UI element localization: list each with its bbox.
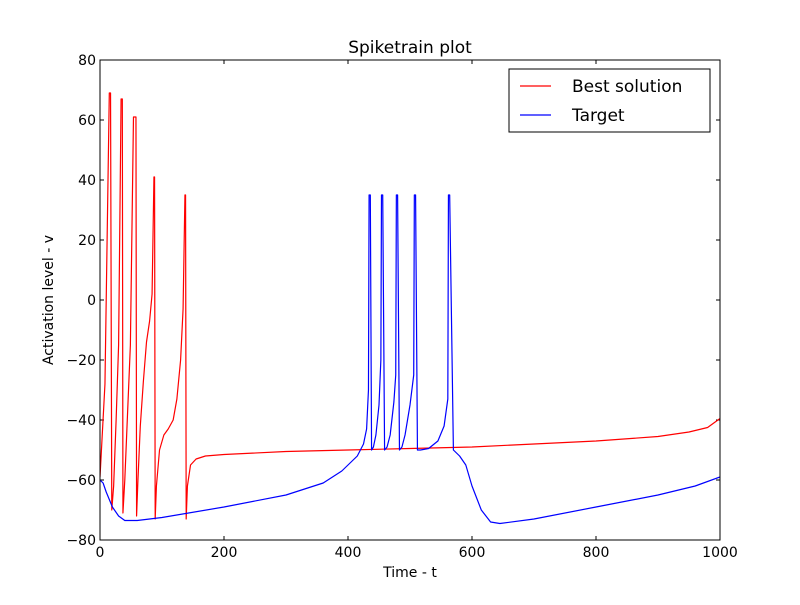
x-axis-label: Time - t	[382, 565, 437, 581]
legend-label-best-solution: Best solution	[572, 77, 682, 97]
x-tick-label: 600	[459, 545, 486, 561]
y-tick-label: −20	[66, 353, 96, 369]
series-layer	[100, 92, 720, 525]
y-tick-label: −40	[66, 413, 96, 429]
x-tick-label: 200	[211, 545, 238, 561]
plot-frame	[99, 59, 721, 541]
y-tick-label: 40	[78, 173, 96, 189]
x-tick-label: 800	[583, 545, 610, 561]
legend-label-target: Target	[571, 106, 625, 126]
x-tick-label: 0	[96, 545, 105, 561]
series-line-target	[100, 194, 720, 525]
x-tick-label: 1000	[702, 545, 738, 561]
y-tick-label: 20	[78, 233, 96, 249]
x-tick-label: 400	[335, 545, 362, 561]
y-tick-label: 60	[78, 113, 96, 129]
y-tick-label: −80	[66, 533, 96, 549]
axis-ticks: 0 200 400 600 800 1000 −80 −60 −40 −20 0 20 40 60 80	[66, 53, 737, 561]
legend-box	[508, 68, 711, 133]
chart-title: Spiketrain plot	[348, 38, 472, 58]
series-line-best-solution	[100, 92, 720, 520]
y-tick-label: 80	[78, 53, 96, 69]
y-tick-label: −60	[66, 473, 96, 489]
y-axis-label: Activation level - v	[41, 235, 57, 365]
y-tick-label: 0	[87, 293, 96, 309]
legend: Best solution Target	[508, 68, 711, 133]
